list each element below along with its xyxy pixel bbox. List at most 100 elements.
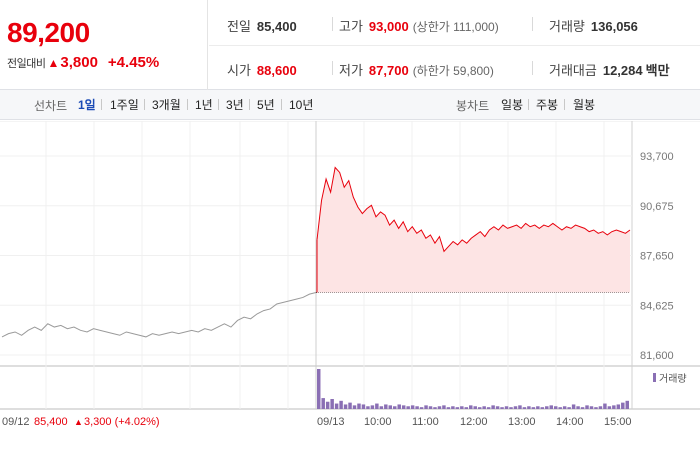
- volume-bar: [419, 407, 424, 409]
- change-value: 3,800: [60, 54, 98, 71]
- lower-limit-note: (하한가 59,800): [412, 64, 494, 78]
- volume-bar: [393, 406, 397, 409]
- volume-bar: [558, 407, 562, 409]
- divider: [332, 17, 333, 31]
- candle-chart-title: 봉차트: [456, 99, 490, 113]
- period-1day[interactable]: 1일: [78, 98, 96, 112]
- up-triangle-icon: ▲: [74, 417, 83, 427]
- divider: [249, 99, 250, 110]
- high-label: 고가: [339, 19, 363, 34]
- volume-bar: [553, 406, 558, 409]
- volume-bar: [397, 404, 401, 409]
- volume-bar: [495, 406, 500, 409]
- today-line: [316, 166, 631, 253]
- candle-daily[interactable]: 일봉: [501, 98, 524, 112]
- volume-bar: [562, 406, 567, 409]
- amount-unit: 백만: [645, 63, 670, 78]
- volume-bar: [486, 407, 491, 409]
- volume-bar: [352, 405, 357, 409]
- volume-bar: [580, 407, 585, 409]
- divider: [564, 99, 565, 110]
- amount-value: 12,284: [602, 63, 643, 78]
- change-label: 전일대비: [7, 58, 46, 70]
- x-tick-label: 11:00: [412, 416, 439, 428]
- current-price: 89,200: [7, 17, 90, 48]
- period-10year[interactable]: 10년: [289, 98, 314, 112]
- price-summary: 89,200 전일대비 ▲ 3,800 +4.45% 전일 85,400 고가 93…: [0, 0, 700, 90]
- plot-area: [1, 166, 631, 338]
- x-label-prev-date: 09/12: [2, 416, 30, 428]
- volume-bar: [491, 405, 495, 409]
- prev-day-line: [1, 292, 317, 338]
- volume-bar: [589, 406, 594, 409]
- stat-volume: 거래량 136,056: [549, 16, 638, 35]
- divider: [101, 99, 102, 110]
- volume-bar: [625, 400, 629, 409]
- y-tick-label: 93,700: [640, 151, 674, 163]
- volume-bar: [571, 404, 576, 409]
- volume-bar: [406, 406, 410, 409]
- volume-bar: [612, 405, 616, 409]
- volume-bar: [576, 406, 580, 409]
- volume-value: 136,056: [590, 19, 638, 34]
- stat-low: 저가 87,700 (하한가 59,800): [339, 60, 494, 79]
- divider: [144, 99, 145, 110]
- volume-bar: [446, 407, 451, 409]
- volume-bar: [325, 401, 330, 409]
- volume-bar: [343, 404, 348, 409]
- volume-bar: [585, 405, 589, 409]
- period-3month[interactable]: 3개월: [152, 98, 181, 112]
- volume-bar: [415, 406, 419, 409]
- volume-bar: [513, 406, 518, 409]
- period-3year[interactable]: 3년: [226, 98, 244, 112]
- volume-bar: [500, 407, 504, 409]
- candle-weekly[interactable]: 주봉: [536, 98, 559, 112]
- volume-bar: [410, 405, 415, 409]
- volume-bar: [567, 407, 571, 409]
- open-value: 88,600: [256, 63, 297, 78]
- x-tick-label: 14:00: [556, 416, 584, 428]
- low-label: 저가: [339, 63, 363, 78]
- open-label: 시가: [227, 63, 251, 78]
- volume-bar: [317, 369, 321, 409]
- volume-bar: [361, 404, 366, 409]
- volume-bar: [455, 407, 460, 409]
- prev-close-label: 전일: [227, 19, 251, 34]
- volume-bar: [518, 405, 522, 409]
- x-axis: 09/12 85,400 ▲ 3,300 (+4.02%) 09/13 10:00 11:0…: [2, 416, 632, 428]
- volume-bar: [370, 405, 375, 409]
- period-bar: 선차트 1일 1주일 3개월 1년 3년 5년 10년 봉차트 일봉 주봉 월봉: [0, 90, 700, 120]
- period-1year[interactable]: 1년: [195, 98, 213, 112]
- volume-bar: [509, 407, 513, 409]
- volume-bar: [388, 405, 393, 409]
- volume-bar: [477, 407, 482, 409]
- upper-limit-note: (상한가 111,000): [412, 20, 499, 34]
- period-1week[interactable]: 1주일: [110, 98, 139, 112]
- amount-label: 거래대금: [549, 63, 597, 78]
- change-row: 전일대비 ▲ 3,800 +4.45%: [7, 54, 159, 72]
- x-tick-label: 13:00: [508, 416, 536, 428]
- line-chart-title: 선차트: [34, 99, 68, 113]
- volume-bar: [469, 405, 473, 409]
- volume-bar: [621, 402, 625, 409]
- divider: [332, 61, 333, 75]
- low-value: 87,700: [368, 63, 409, 78]
- current-price-box: 89,200 전일대비 ▲ 3,800 +4.45%: [0, 0, 208, 90]
- prev-close-label: 85,400: [34, 416, 68, 428]
- volume-bar: [549, 405, 553, 409]
- candle-monthly[interactable]: 월봉: [573, 98, 596, 112]
- y-tick-label: 84,625: [640, 300, 674, 312]
- period-5year[interactable]: 5년: [257, 98, 275, 112]
- volume-bar: [357, 403, 361, 409]
- divider: [532, 61, 533, 75]
- volume-bar: [531, 407, 536, 409]
- volume-bar: [366, 406, 370, 409]
- volume-bar: [504, 406, 509, 409]
- divider: [218, 99, 219, 110]
- volume-legend-swatch: [653, 373, 656, 382]
- stat-open: 시가 88,600: [227, 60, 297, 79]
- volume-bar: [536, 406, 540, 409]
- volume-bar: [437, 406, 442, 409]
- high-value: 93,000: [368, 19, 409, 34]
- volume-bar: [348, 402, 352, 409]
